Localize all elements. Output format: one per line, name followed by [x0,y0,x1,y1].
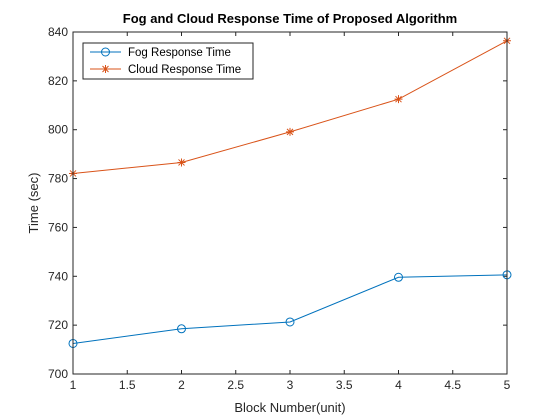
y-tick-label: 820 [48,74,68,88]
x-tick-label: 3 [287,378,294,392]
y-axis-label: Time (sec) [26,173,41,234]
x-tick-label: 4.5 [444,378,461,392]
y-tick-label: 780 [48,172,68,186]
y-tick-label: 720 [48,318,68,332]
y-tick-label: 740 [48,269,68,283]
data-point-series-1 [285,317,295,327]
y-tick-label: 700 [48,367,68,381]
x-tick-label: 1.5 [119,378,136,392]
legend: Fog Response Time Cloud Response Time [82,42,254,80]
chart-title: Fog and Cloud Response Time of Proposed … [123,11,457,26]
legend-marker-1 [101,47,110,57]
x-tick-label: 2 [178,378,185,392]
data-point-series-2 [394,95,403,104]
x-tick-label: 4 [395,378,402,392]
series-line-1 [72,274,508,344]
x-axis-label: Block Number(unit) [234,400,345,415]
data-point-series-2 [177,158,186,167]
y-tick-label: 800 [48,123,68,137]
x-tick-label: 1 [70,378,77,392]
data-point-series-1 [394,272,403,282]
y-tick-label: 840 [48,25,68,39]
legend-box [82,42,254,80]
x-tick-label: 5 [504,378,511,392]
legend-marker-2 [101,65,110,73]
legend-entry-1: Fog Response Time [128,47,231,59]
x-tick-label: 3.5 [336,378,353,392]
y-tick-label: 760 [48,220,68,234]
plot-area-frame [72,31,508,375]
data-point-series-1 [177,324,186,334]
legend-entry-2: Cloud Response Time [128,64,241,76]
x-tick-label: 2.5 [227,378,244,392]
data-point-series-2 [286,127,294,136]
